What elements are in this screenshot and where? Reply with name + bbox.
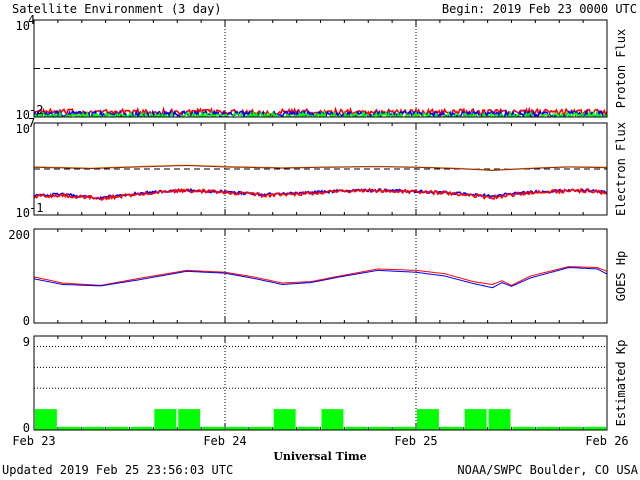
kp-bar [58, 426, 81, 430]
x-tick-label: Feb 25 [394, 434, 437, 448]
kp-y-axis-label: Estimated Kp [614, 340, 628, 427]
electron-y-tick-label: 10 [16, 206, 30, 220]
proton-y-tick-exponent: -2 [29, 103, 43, 117]
proton-y-tick-label: 10 [16, 108, 30, 122]
kp-bar [584, 426, 606, 430]
kp-bar [321, 409, 344, 430]
electron-series-line [34, 164, 607, 171]
hp-y-axis-label: GOES Hp [614, 251, 628, 302]
kp-bar [464, 409, 487, 430]
proton-y-axis-label: Proton Flux [614, 29, 628, 108]
electron-y-tick-exponent: -1 [29, 201, 43, 215]
kp-bar [345, 426, 368, 430]
kp-bar [512, 426, 535, 430]
proton-y-tick-exponent: 4 [28, 13, 35, 27]
kp-bar [82, 426, 105, 430]
kp-bar [488, 409, 511, 430]
hp-panel: 200 0 GOES Hp [8, 228, 628, 328]
kp-bar [560, 426, 583, 430]
kp-bar [369, 426, 392, 430]
x-tick-label: Feb 24 [203, 434, 246, 448]
proton-plot-area [34, 68, 607, 117]
kp-plot-area [34, 345, 607, 430]
hp-y-tick-label: 0 [23, 314, 30, 328]
kp-y-tick-label: 9 [23, 335, 30, 349]
kp-bar [178, 409, 201, 430]
hp-series-line [34, 266, 607, 286]
proton-frame [33, 19, 608, 118]
electron-y-axis-label: Electron Flux [614, 122, 628, 216]
hp-y-tick-label: 200 [8, 228, 30, 242]
electron-y-tick-exponent: 7 [28, 116, 35, 130]
kp-bar [249, 426, 272, 430]
proton-y-tick-label: 10 [16, 19, 30, 33]
electron-series-line [34, 187, 607, 201]
kp-panel: 9 0 Estimated Kp [23, 335, 628, 435]
begin-date: Begin: 2019 Feb 23 0000 UTC [442, 2, 637, 16]
credit-line: NOAA/SWPC Boulder, CO USA [457, 463, 638, 477]
kp-bar [35, 409, 57, 430]
kp-bar [393, 426, 415, 430]
hp-plot-area [34, 266, 607, 289]
kp-frame [33, 335, 608, 431]
kp-bar [106, 426, 129, 430]
electron-frame [33, 122, 608, 216]
kp-bar [440, 426, 463, 430]
hp-series-line [34, 266, 607, 289]
kp-bar [202, 426, 224, 430]
kp-y-tick-label: 0 [23, 421, 30, 435]
x-tick-label: Feb 23 [12, 434, 55, 448]
hp-frame [33, 228, 608, 324]
kp-bar [226, 426, 248, 430]
kp-bar [417, 409, 439, 430]
kp-bar [130, 426, 153, 430]
kp-bar [273, 409, 296, 430]
electron-plot-area [34, 164, 607, 201]
updated-timestamp: Updated 2019 Feb 25 23:56:03 UTC [2, 463, 233, 477]
kp-bar [154, 409, 177, 430]
electron-y-tick-label: 10 [16, 122, 30, 136]
x-axis-label: Universal Time [273, 450, 366, 463]
x-tick-label: Feb 26 [585, 434, 628, 448]
plot-title: Satellite Environment (3 day) [12, 2, 222, 16]
kp-bar [536, 426, 559, 430]
kp-bar [297, 426, 320, 430]
